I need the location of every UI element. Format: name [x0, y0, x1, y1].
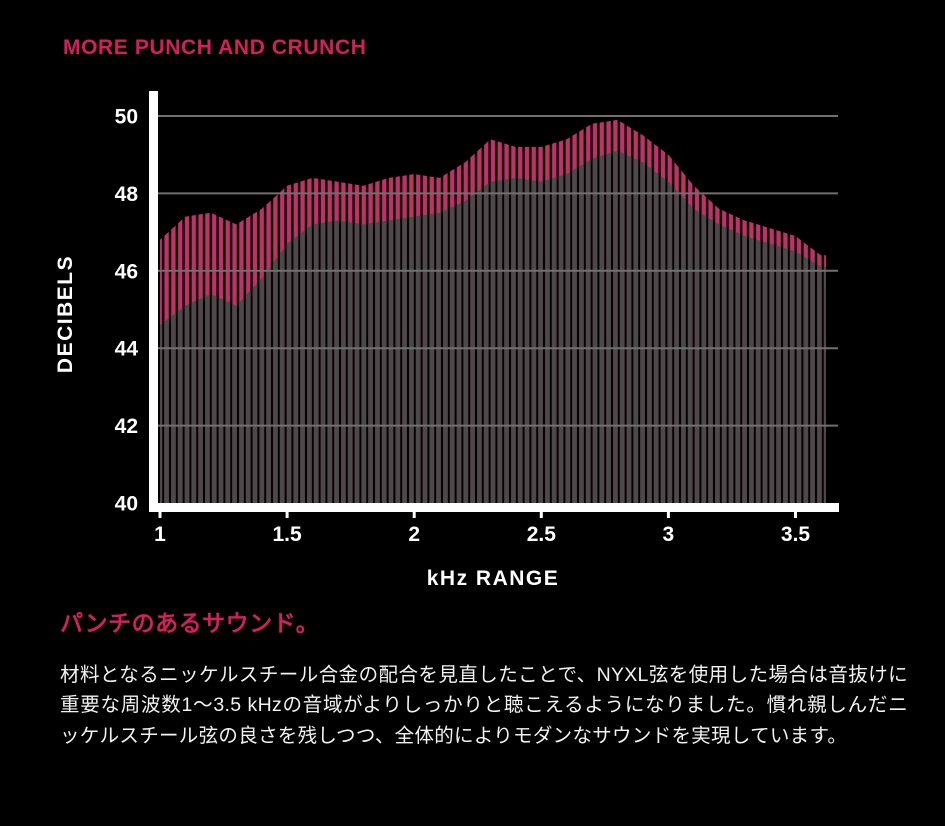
x-tick-label-3.5: 3.5 [781, 523, 811, 546]
frequency-response-chart: 40 42 44 46 48 50 1 1.5 2 2.5 3 3.5 DECIBELS kHz RANG… [0, 88, 945, 608]
x-tick-label-1: 1 [154, 523, 166, 546]
x-tick-2 [412, 512, 416, 518]
chart-canvas: 40 42 44 46 48 50 1 1.5 2 2.5 3 3.5 DECIBELS kHz RANG… [54, 91, 839, 590]
body-text: 材料となるニッケルスチール合金の配合を見直したことで、NYXL弦を使用した場合は… [60, 664, 908, 747]
y-tick-label-44: 44 [115, 338, 139, 361]
x-tick-label-2: 2 [408, 523, 420, 546]
y-axis-line [149, 91, 158, 512]
x-tick-label-2.5: 2.5 [527, 523, 557, 546]
y-tick-label-42: 42 [115, 415, 138, 438]
x-tick-1 [158, 512, 162, 518]
page-title: MORE PUNCH AND CRUNCH [63, 36, 367, 59]
y-tick-label-46: 46 [115, 260, 138, 283]
x-axis-title: kHz RANGE [427, 567, 560, 590]
x-tick-label-1.5: 1.5 [272, 523, 302, 546]
y-tick-label-50: 50 [115, 106, 138, 129]
x-tick-3 [666, 512, 670, 518]
x-axis-line [149, 503, 839, 512]
gray-series-area [160, 150, 826, 504]
x-tick-2.5 [539, 512, 543, 518]
x-tick-1.5 [285, 512, 289, 518]
y-tick-label-48: 48 [115, 183, 139, 206]
y-axis-title: DECIBELS [54, 255, 77, 373]
section-heading: パンチのあるサウンド。 [60, 610, 320, 636]
x-tick-label-3: 3 [663, 523, 675, 546]
y-tick-label-40: 40 [115, 493, 138, 516]
x-tick-3.5 [793, 512, 797, 518]
